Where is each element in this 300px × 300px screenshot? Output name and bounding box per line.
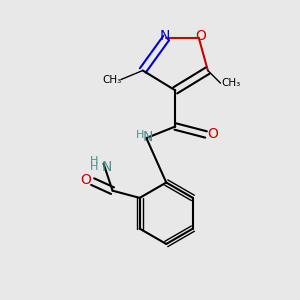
Text: H: H: [90, 162, 99, 172]
Text: H: H: [136, 130, 144, 140]
Text: O: O: [81, 173, 92, 187]
Text: O: O: [207, 128, 218, 142]
Text: N: N: [159, 29, 170, 43]
Text: H: H: [90, 156, 99, 166]
Text: N: N: [101, 160, 112, 174]
Text: N: N: [143, 130, 153, 144]
Text: CH₃: CH₃: [222, 78, 241, 88]
Text: CH₃: CH₃: [102, 74, 122, 85]
Text: O: O: [195, 29, 206, 43]
